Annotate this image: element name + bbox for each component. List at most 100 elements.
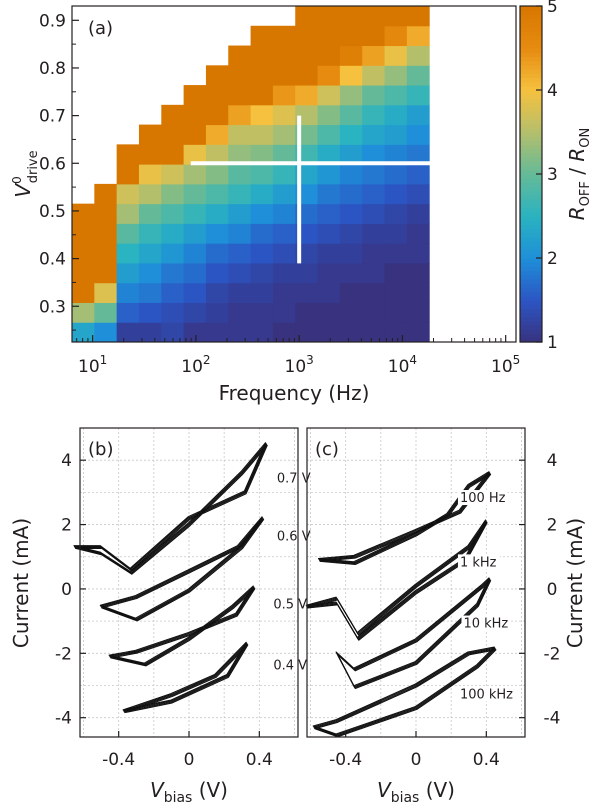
x-tick-exponent: 2 [203,353,211,367]
colorbar-segment [520,85,542,91]
heatmap-cell [362,45,386,66]
heatmap-cell [250,262,274,284]
heatmap-cell [250,282,274,303]
curve-label-background [457,686,516,702]
heatmap-cell [72,322,95,343]
y-tick-label: 2 [61,516,72,536]
heatmap-cell [406,6,430,27]
heatmap-cell [205,183,229,205]
heatmap-cell [339,302,363,323]
colorbar-segment [520,274,542,280]
panel-b-grid [80,428,298,737]
heatmap-cell [161,164,185,185]
colorbar-label-slash: / [565,162,589,181]
colorbar-segment [520,90,542,95]
y-tick-label: 4 [547,451,558,471]
heatmap-cell [205,104,229,126]
heatmap-cell [272,302,296,323]
heatmap-cell [406,302,430,323]
heatmap-cell [406,65,430,86]
iv-loop-0.4-V [122,641,247,711]
heatmap-cell [205,262,229,284]
heatmap-cell [138,203,162,224]
iv-loop-100-Hz [318,472,491,564]
iv-loop-100-Hz [319,473,492,566]
heatmap-cell [250,45,274,66]
heatmap-cell [384,144,408,165]
heatmap-cell [228,85,252,106]
iv-loop-10-kHz [336,578,491,688]
heatmap-cell [228,104,252,126]
iv-loop-10-kHz [337,580,492,690]
heatmap-cell [72,223,95,244]
heatmap-cell [317,183,341,205]
colorbar-segment [520,249,542,255]
colorbar-segment [520,262,542,267]
y-tick-label: 0.5 [39,202,66,222]
colorbar-segment [520,136,542,141]
heatmap-cell [161,282,185,303]
y-tick-label: 0.6 [39,154,66,174]
heatmap-cell [406,85,430,106]
x-tick-label: -0.4 [102,750,135,770]
iv-loop-0.4-V [124,644,249,714]
colorbar-segment [520,245,542,251]
colorbar-segment [520,195,542,200]
panel-a-tag: (a) [88,18,113,39]
heatmap-cell [161,144,185,165]
colorbar-segment [520,52,542,57]
colorbar-segment [520,228,542,234]
y-tick-label: -2 [55,644,72,664]
panel-a-heatmap: 101 102 103 104 105 0.30.40.50.60.70.80.9 (a… [10,0,593,405]
heatmap-cell [72,243,95,264]
x-tick-exponent: 3 [306,353,314,367]
heatmap-cell [295,302,319,323]
x-tick-label: 105 [491,353,520,377]
iv-loop-0.4-V [123,642,248,712]
x-tick-label: 104 [388,353,417,377]
heatmap-cell [384,262,408,284]
heatmap-cell [161,302,185,323]
heatmap-cell [272,322,296,343]
heatmap-cell [161,262,185,284]
panel-b-x-ticks: -0.4 0 0.4 [102,731,273,770]
panel-c-tag: (c) [315,439,339,460]
heatmap-cell [317,302,341,323]
heatmap-cell [362,65,386,86]
x-tick-label: 0.4 [246,750,273,770]
heatmap-cell [205,85,229,106]
iv-loop-100-kHz [314,649,497,738]
colorbar-segment [520,312,542,318]
colorbar-segment [520,169,542,175]
heatmap-cell [295,6,319,27]
panel-a-x-ticks: 101 102 103 104 105 [76,335,520,377]
colorbar-segment [520,178,542,183]
heatmap-cell [116,302,140,323]
heatmap-cell [94,282,118,303]
heatmap-cell [250,164,274,185]
heatmap-cell [406,183,430,205]
y-tick-label: 0.9 [39,11,66,31]
heatmap-cell [317,25,341,47]
colorbar-segment [520,144,542,150]
heatmap-cell [272,85,296,106]
heatmap-cell [161,104,185,126]
y-tick-label: -2 [544,644,561,664]
colorbar-segment [520,157,542,162]
colorbar-segment [520,304,542,309]
panel-c-x-label-unit: (V) [419,778,455,802]
heatmap-cell [250,243,274,264]
colorbar-segment [520,232,542,238]
iv-loop-0.5-V [109,586,255,665]
heatmap-cell [272,203,296,224]
heatmap-cell [384,65,408,86]
heatmap-cell [362,25,386,47]
colorbar-label-off: OFF [578,181,593,206]
heatmap-cell [384,282,408,303]
heatmap-cell [250,144,274,165]
colorbar-tick-label: 1 [547,333,558,353]
x-tick-exponent: 4 [409,353,417,367]
heatmap-cell [72,282,95,303]
heatmap-cell [339,322,363,343]
curve-label: 100 kHz [460,687,513,702]
